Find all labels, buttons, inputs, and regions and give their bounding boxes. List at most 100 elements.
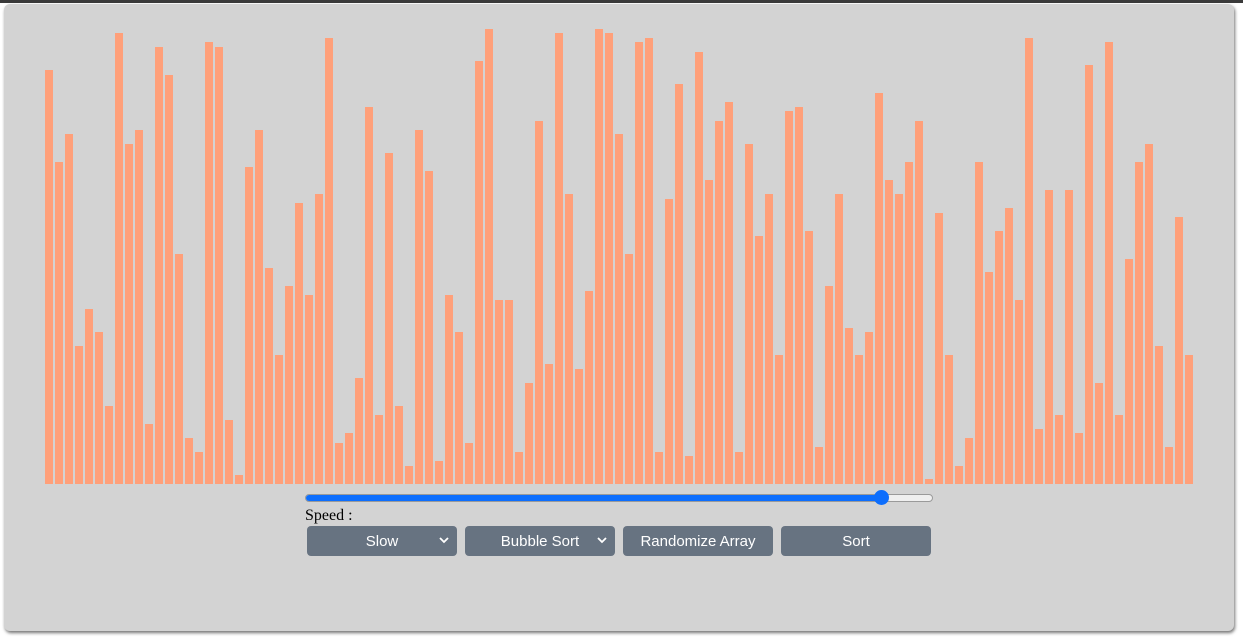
speed-select-value: Slow (365, 532, 399, 550)
chevron-down-icon (597, 537, 607, 544)
array-bar (935, 213, 943, 484)
array-bar (1075, 433, 1083, 484)
array-bar (1015, 300, 1023, 484)
array-bar (1115, 415, 1123, 484)
array-bar (405, 466, 413, 484)
window-top-edge (0, 0, 1243, 3)
array-bar (95, 332, 103, 484)
array-bar (1175, 217, 1183, 484)
array-bar (1095, 383, 1103, 484)
array-bar (675, 84, 683, 484)
algorithm-select[interactable]: Bubble Sort (465, 526, 615, 556)
array-bar (225, 420, 233, 484)
array-bar (865, 332, 873, 484)
array-bar (715, 121, 723, 484)
array-bar (805, 231, 813, 484)
array-bar (475, 61, 483, 484)
array-bar (505, 300, 513, 484)
array-bar (885, 180, 893, 484)
array-bar (965, 438, 973, 484)
array-bar (1145, 144, 1153, 484)
sort-button[interactable]: Sort (781, 526, 931, 556)
array-bar (655, 452, 663, 484)
array-bar (845, 328, 853, 484)
array-bar (755, 236, 763, 484)
array-bar (345, 433, 353, 484)
array-bar (365, 107, 373, 484)
array-bar (305, 295, 313, 484)
array-bar (685, 456, 693, 484)
speed-select[interactable]: Slow (307, 526, 457, 556)
array-bar (425, 171, 433, 484)
array-bar (375, 415, 383, 484)
array-bar (895, 194, 903, 484)
array-bar (585, 291, 593, 484)
array-bar (645, 38, 653, 484)
array-bar (445, 295, 453, 484)
array-bar (275, 355, 283, 484)
array-bar (185, 438, 193, 484)
array-bar (625, 254, 633, 484)
array-bar (145, 424, 153, 484)
array-bar (1105, 42, 1113, 484)
array-bar (725, 102, 733, 484)
array-bar (785, 111, 793, 484)
array-bar (165, 75, 173, 484)
speed-slider-track[interactable] (305, 494, 933, 502)
array-bar (1165, 447, 1173, 484)
array-bar (135, 130, 143, 484)
array-bar (125, 144, 133, 484)
array-bar (495, 300, 503, 484)
array-bar (455, 332, 463, 484)
array-bar (635, 42, 643, 484)
array-bar (795, 107, 803, 484)
array-bar (765, 194, 773, 484)
array-bar (115, 33, 123, 484)
array-bar (945, 355, 953, 484)
array-bar (775, 355, 783, 484)
randomize-array-button[interactable]: Randomize Array (623, 526, 773, 556)
speed-slider-thumb[interactable] (873, 490, 889, 505)
array-bar (295, 203, 303, 484)
array-bar (545, 364, 553, 484)
array-bar (615, 134, 623, 484)
array-bar (705, 180, 713, 484)
array-bar (285, 286, 293, 484)
array-bar (535, 121, 543, 484)
array-bar (235, 475, 243, 484)
array-bar (465, 443, 473, 484)
array-bar (605, 33, 613, 484)
array-bar (215, 47, 223, 484)
array-bar (915, 121, 923, 484)
array-bar (435, 461, 443, 484)
array-bar (75, 346, 83, 484)
array-bar (65, 134, 73, 484)
array-bar (575, 369, 583, 484)
array-bar (485, 29, 493, 484)
array-bar (1185, 355, 1193, 484)
array-bar (555, 33, 563, 484)
array-bar (1035, 429, 1043, 484)
array-bar (695, 52, 703, 484)
array-bar (265, 268, 273, 484)
array-bar (255, 130, 263, 484)
array-bar (55, 162, 63, 484)
array-bar (1005, 208, 1013, 484)
array-bar (925, 479, 933, 484)
array-bar (155, 47, 163, 484)
array-bar (955, 466, 963, 484)
array-bar (835, 194, 843, 484)
array-bar (1025, 38, 1033, 484)
array-bar (245, 167, 253, 484)
array-bar (515, 452, 523, 484)
array-bar (195, 452, 203, 484)
array-bar (205, 42, 213, 484)
array-bar (1135, 162, 1143, 484)
array-bar (1085, 65, 1093, 484)
array-bar (175, 254, 183, 484)
array-bars (45, 24, 1195, 484)
array-bar (665, 199, 673, 484)
array-bar (1155, 346, 1163, 484)
speed-slider[interactable] (305, 490, 933, 506)
array-bar (905, 162, 913, 484)
